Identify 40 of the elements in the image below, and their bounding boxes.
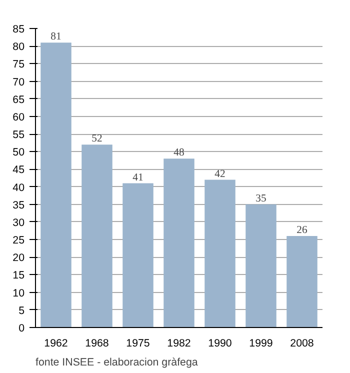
y-tick-label: 40: [12, 182, 25, 194]
x-tick-label: 1990: [208, 338, 232, 350]
bar: [246, 204, 276, 328]
y-tick-label: 45: [12, 164, 25, 176]
x-tick-label: 1999: [249, 338, 273, 350]
bar: [204, 180, 236, 328]
y-tick-label: 50: [12, 146, 25, 159]
bar: [122, 183, 154, 328]
y-tick-label: 80: [12, 41, 25, 54]
y-tick-label: 70: [12, 76, 25, 88]
data-label: 41: [132, 172, 144, 184]
data-label: 52: [92, 134, 102, 145]
data-label: 81: [50, 32, 62, 43]
x-tick-label: 1962: [44, 338, 68, 350]
y-tick-label: 35: [12, 199, 25, 212]
y-tick-label: 5: [18, 304, 25, 317]
x-tick-label: 1975: [126, 338, 150, 350]
x-tick-label: 2008: [290, 338, 314, 350]
bar: [286, 236, 318, 328]
source-note: fonte INSEE - elaboracion gràfega: [36, 356, 198, 368]
y-tick-label: 60: [12, 111, 25, 124]
x-tick-label: 1968: [85, 338, 109, 350]
y-tick-label: 20: [12, 252, 25, 264]
y-tick-label: 75: [12, 58, 25, 71]
bar: [164, 158, 194, 328]
y-tick-label: 0: [18, 322, 25, 334]
y-tick-label: 65: [12, 94, 25, 106]
data-label: 35: [256, 193, 266, 204]
y-tick-label: 25: [12, 234, 25, 247]
y-tick-label: 15: [12, 270, 25, 282]
data-label: 48: [174, 148, 184, 159]
data-label: 26: [296, 225, 308, 236]
bar: [82, 144, 112, 328]
y-tick-label: 55: [12, 129, 25, 142]
y-tick-label: 30: [12, 216, 25, 229]
y-tick-label: 10: [12, 287, 25, 300]
x-tick-label: 1982: [167, 338, 191, 350]
data-label: 42: [214, 168, 226, 180]
y-tick-label: 85: [12, 24, 25, 36]
bar: [40, 42, 72, 328]
